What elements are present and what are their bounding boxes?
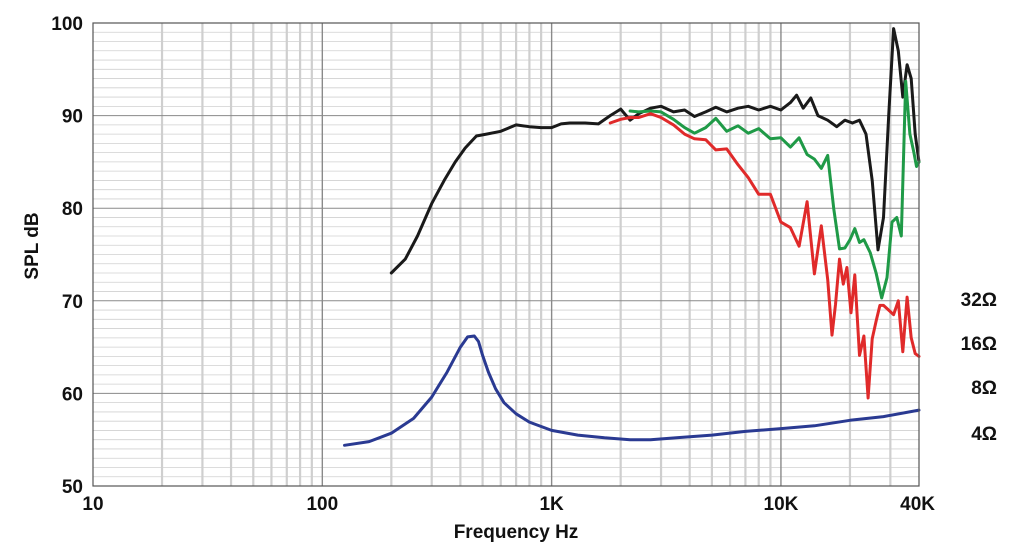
x-tick-label: 10 xyxy=(82,494,103,515)
y-tick-label: 70 xyxy=(62,292,83,313)
x-tick-label: 40K xyxy=(900,494,935,515)
x-tick-labels: 10 100 1K 10K 40K xyxy=(82,494,935,515)
x-tick-label: 10K xyxy=(764,494,799,515)
series-line-2 xyxy=(628,79,921,300)
impedance-label: 32Ω xyxy=(961,290,997,311)
impedance-label: 8Ω xyxy=(971,378,997,399)
impedance-labels: 32Ω 16Ω 8Ω 4Ω xyxy=(961,290,997,445)
y-tick-labels: 50 60 70 80 90 100 xyxy=(51,14,83,498)
x-tick-label: 1K xyxy=(539,494,564,515)
series-line-4 xyxy=(343,334,921,447)
x-axis-title: Frequency Hz xyxy=(454,522,579,543)
y-tick-label: 90 xyxy=(62,107,83,128)
plot-frame xyxy=(92,22,920,487)
x-tick-label: 100 xyxy=(306,494,338,515)
impedance-label: 16Ω xyxy=(961,334,997,355)
y-tick-label: 100 xyxy=(51,14,83,35)
impedance-label: 4Ω xyxy=(971,424,997,445)
y-tick-label: 60 xyxy=(62,384,83,405)
y-tick-label: 50 xyxy=(62,477,83,498)
series-line-3 xyxy=(608,112,921,400)
series-line-1 xyxy=(389,27,921,275)
y-tick-label: 80 xyxy=(62,199,83,220)
y-axis-title: SPL dB xyxy=(22,212,43,279)
series-layer xyxy=(343,27,921,447)
